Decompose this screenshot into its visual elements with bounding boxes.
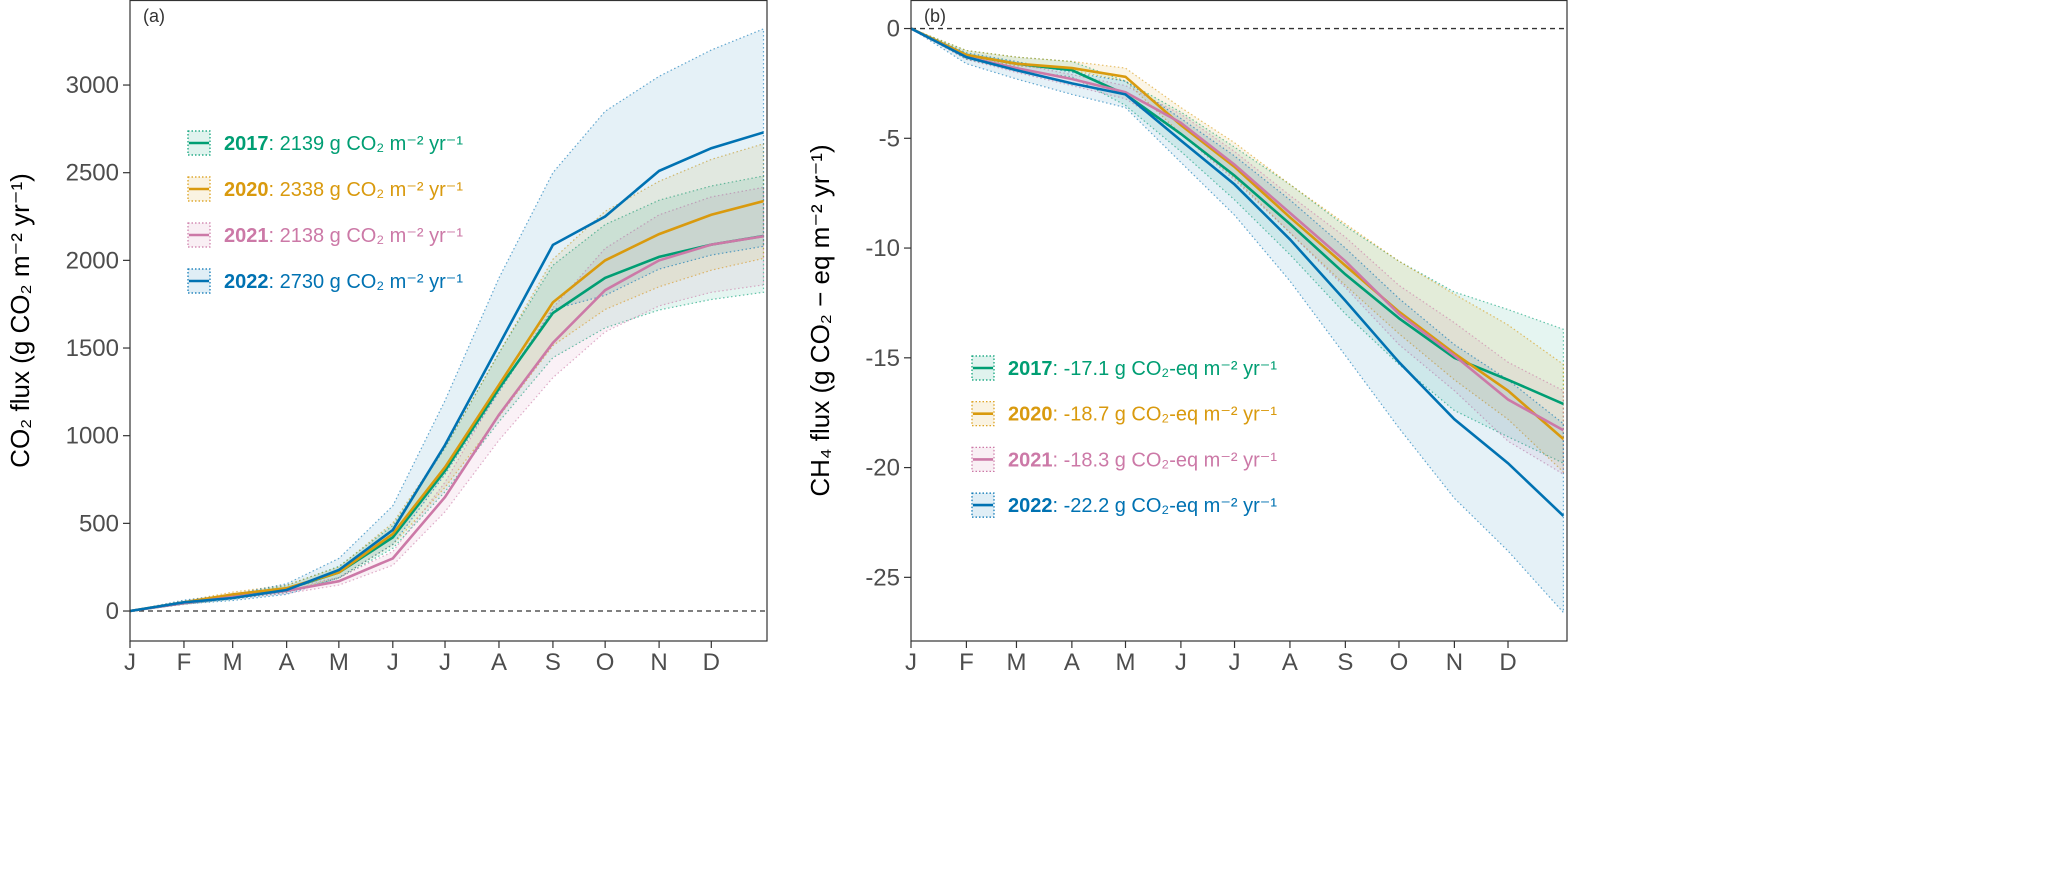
legend-text: : -17.1 g CO₂-eq m⁻² yr⁻¹	[1053, 358, 1278, 380]
panel-label: (a)	[143, 6, 165, 26]
y-tick-label: 2000	[66, 247, 119, 274]
plot-frame	[910, 0, 1568, 642]
legend-name: 2021	[224, 225, 269, 247]
ribbon	[910, 27, 1564, 476]
legend-name: 2022	[1008, 495, 1053, 517]
legend-entry: 2022: -22.2 g CO₂-eq m⁻² yr⁻¹	[1008, 495, 1277, 517]
x-tick-label: O	[1390, 649, 1409, 676]
y-tick-label: 2500	[66, 160, 119, 187]
y-tick-label: 0	[887, 16, 900, 43]
x-tick-label: J	[387, 649, 399, 676]
y-axis-label: CO₂ flux (g CO₂ m⁻² yr⁻¹)	[5, 173, 35, 468]
legend-entry: 2017: -17.1 g CO₂-eq m⁻² yr⁻¹	[1008, 358, 1277, 380]
legend-entry: 2021: 2138 g CO₂ m⁻² yr⁻¹	[224, 225, 463, 247]
legend-entry: 2020: 2338 g CO₂ m⁻² yr⁻¹	[224, 179, 463, 201]
ribbon	[910, 27, 1564, 615]
x-tick-label: M	[1115, 649, 1135, 676]
legend-name: 2020	[224, 179, 269, 201]
x-tick-label: A	[1064, 649, 1080, 676]
legend-name: 2021	[1008, 449, 1053, 471]
legend-text: : 2139 g CO₂ m⁻² yr⁻¹	[269, 133, 464, 155]
panel: 0 -5 -10 -15 -20 -25 J F M A M J J A S O N D (b) CH₄ flux (…	[805, 0, 1568, 676]
series-line	[910, 27, 1565, 517]
y-tick-label: 1500	[66, 335, 119, 362]
legend-text: : -18.7 g CO₂-eq m⁻² yr⁻¹	[1053, 404, 1278, 426]
legend-entry: 2017: 2139 g CO₂ m⁻² yr⁻¹	[224, 133, 463, 155]
x-tick-label: N	[1446, 649, 1463, 676]
y-tick-label: 1000	[66, 423, 119, 450]
series-line	[129, 131, 764, 613]
legend-name: 2017	[1008, 358, 1053, 380]
x-tick-label: J	[1175, 649, 1187, 676]
plot-frame	[129, 0, 768, 642]
legend-entry: 2020: -18.7 g CO₂-eq m⁻² yr⁻¹	[1008, 404, 1277, 426]
x-tick-label: A	[279, 649, 295, 676]
legend-text: : 2338 g CO₂ m⁻² yr⁻¹	[269, 179, 464, 201]
y-tick-label: 500	[79, 510, 119, 537]
x-tick-label: S	[1337, 649, 1353, 676]
y-tick-label: 0	[106, 598, 119, 625]
x-tick-label: J	[439, 649, 451, 676]
legend-entry: 2022: 2730 g CO₂ m⁻² yr⁻¹	[224, 271, 463, 293]
x-tick-label: J	[905, 649, 917, 676]
panel-label: (b)	[924, 6, 946, 26]
x-tick-label: F	[959, 649, 974, 676]
y-tick-label: -15	[865, 345, 900, 372]
legend-text: : -18.3 g CO₂-eq m⁻² yr⁻¹	[1053, 449, 1278, 471]
series-line	[910, 27, 1565, 440]
x-tick-label: A	[491, 649, 507, 676]
y-tick-label: -5	[879, 125, 900, 152]
series-line	[910, 27, 1565, 432]
ribbon	[129, 186, 765, 612]
x-tick-label: M	[1006, 649, 1026, 676]
ribbon	[129, 28, 765, 612]
y-tick-label: 3000	[66, 72, 119, 99]
ribbon	[129, 175, 765, 612]
legend-text: : 2138 g CO₂ m⁻² yr⁻¹	[269, 225, 464, 247]
x-tick-label: D	[703, 649, 720, 676]
legend-entry: 2021: -18.3 g CO₂-eq m⁻² yr⁻¹	[1008, 449, 1277, 471]
y-tick-label: -20	[865, 455, 900, 482]
series-line	[129, 199, 764, 613]
x-tick-label: S	[545, 649, 561, 676]
x-tick-label: N	[650, 649, 667, 676]
x-tick-label: F	[177, 649, 192, 676]
x-tick-label: O	[596, 649, 615, 676]
legend-name: 2022	[224, 271, 269, 293]
y-axis-label: CH₄ flux (g CO₂ − eq m⁻² yr⁻¹)	[805, 144, 835, 496]
x-tick-label: A	[1282, 649, 1298, 676]
legend-name: 2017	[224, 133, 269, 155]
legend-text: : 2730 g CO₂ m⁻² yr⁻¹	[269, 271, 464, 293]
y-tick-label: -10	[865, 235, 900, 262]
x-tick-label: J	[124, 649, 136, 676]
x-tick-label: J	[1229, 649, 1241, 676]
y-tick-label: -25	[865, 564, 900, 591]
legend-text: : -22.2 g CO₂-eq m⁻² yr⁻¹	[1053, 495, 1278, 517]
legend-name: 2020	[1008, 404, 1053, 426]
x-tick-label: M	[329, 649, 349, 676]
x-tick-label: D	[1499, 649, 1516, 676]
x-tick-label: M	[223, 649, 243, 676]
panel: 0 500 1000 1500 2000 2500 3000 J F M A M J J A S O N D (a) C…	[5, 0, 768, 676]
